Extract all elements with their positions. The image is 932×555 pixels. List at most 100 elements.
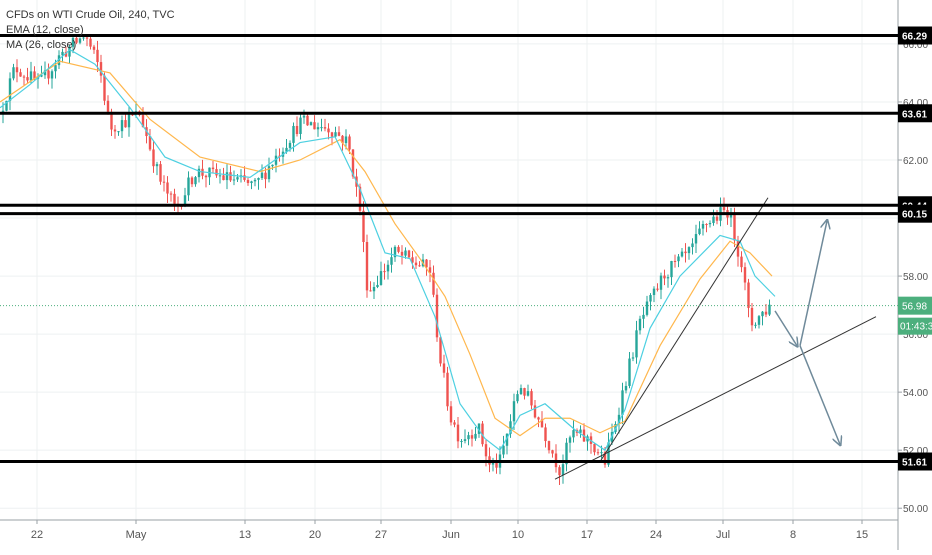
candle-body xyxy=(124,120,127,128)
candle xyxy=(691,238,694,255)
candle-body xyxy=(708,223,712,225)
candle xyxy=(320,118,323,132)
candle-body xyxy=(617,414,621,425)
candle xyxy=(428,260,432,283)
candle xyxy=(677,254,680,268)
candle-body xyxy=(257,178,260,180)
candle-body xyxy=(341,135,344,144)
candle-body xyxy=(19,72,22,77)
ma-legend: MA (26, close) xyxy=(6,39,77,51)
ma-26-line xyxy=(0,60,773,437)
candle-body xyxy=(442,363,446,373)
candle xyxy=(757,314,761,329)
candle xyxy=(173,188,176,212)
candle xyxy=(372,282,376,300)
candle xyxy=(166,176,169,204)
candle-body xyxy=(547,441,551,451)
candle xyxy=(642,306,645,329)
current-price-tag xyxy=(898,296,932,315)
candle xyxy=(456,416,460,449)
candle-body xyxy=(152,149,155,167)
candle xyxy=(621,382,624,425)
candle xyxy=(596,448,600,456)
time-tick-label: May xyxy=(126,529,147,541)
candle xyxy=(470,429,474,447)
candle xyxy=(663,269,666,286)
candle-body xyxy=(740,256,743,268)
candle-body xyxy=(652,288,656,296)
lower-trendline xyxy=(554,316,877,480)
candle-body xyxy=(432,272,435,295)
candle-body xyxy=(453,422,456,425)
candle-body xyxy=(40,75,43,77)
candle-body xyxy=(334,132,337,137)
candle-body xyxy=(484,444,488,457)
candle-body xyxy=(344,136,348,144)
candle-body xyxy=(327,128,330,133)
candle xyxy=(502,435,505,459)
candle-body xyxy=(565,442,568,465)
candle-body xyxy=(698,228,701,235)
candle xyxy=(516,390,519,404)
candle-body xyxy=(495,462,498,468)
price-tick-label: 50.00 xyxy=(903,504,928,515)
candle-body xyxy=(687,247,691,254)
candle xyxy=(467,431,470,446)
candle-body xyxy=(631,357,635,359)
candle-body xyxy=(607,442,610,465)
time-tick-label: 27 xyxy=(375,529,387,541)
time-tick-label: Jun xyxy=(442,529,460,541)
candle-body xyxy=(148,136,152,150)
candle-body xyxy=(449,406,453,423)
candle xyxy=(701,220,705,236)
candle xyxy=(47,63,50,85)
candle-body xyxy=(260,172,264,179)
candle-body xyxy=(379,271,383,285)
candle xyxy=(29,61,33,84)
candle-body xyxy=(264,172,267,180)
candle-body xyxy=(96,49,99,63)
candle-body xyxy=(754,324,757,326)
candle xyxy=(78,37,82,45)
candle-body xyxy=(666,277,670,279)
candle xyxy=(316,122,320,137)
candle-body xyxy=(729,213,733,218)
candle xyxy=(568,435,572,453)
candle-body xyxy=(600,452,603,454)
candle xyxy=(652,286,656,303)
candle xyxy=(229,165,232,182)
candle xyxy=(246,177,250,186)
candle xyxy=(743,262,747,291)
candle-body xyxy=(12,67,15,79)
candle xyxy=(250,180,253,190)
price-tick-label: 66.00 xyxy=(903,40,928,51)
candle-body xyxy=(267,166,271,180)
candle xyxy=(120,115,124,139)
candle xyxy=(117,131,120,136)
candle xyxy=(453,420,456,428)
candle xyxy=(225,164,229,190)
candle xyxy=(369,281,372,292)
candle xyxy=(579,425,582,438)
candle-body xyxy=(680,251,684,257)
candle xyxy=(547,440,551,454)
candle xyxy=(89,34,92,50)
candle xyxy=(337,126,341,137)
candle-body xyxy=(229,172,232,181)
candle xyxy=(491,457,495,472)
candle xyxy=(628,352,631,389)
candle xyxy=(306,113,309,126)
candle-body xyxy=(243,175,246,180)
candle-body xyxy=(117,131,120,133)
candle xyxy=(327,123,330,140)
candle xyxy=(162,175,166,192)
time-tick-label: 8 xyxy=(790,529,796,541)
candle-body xyxy=(169,193,173,195)
candle-body xyxy=(390,257,393,265)
chart-legend: CFDs on WTI Crude Oil, 240, TVC EMA (12,… xyxy=(6,8,175,53)
countdown-label: 01:43:37 xyxy=(900,322,932,333)
candle-body xyxy=(460,440,463,442)
candle-body xyxy=(64,51,68,57)
candle-body xyxy=(701,224,705,229)
